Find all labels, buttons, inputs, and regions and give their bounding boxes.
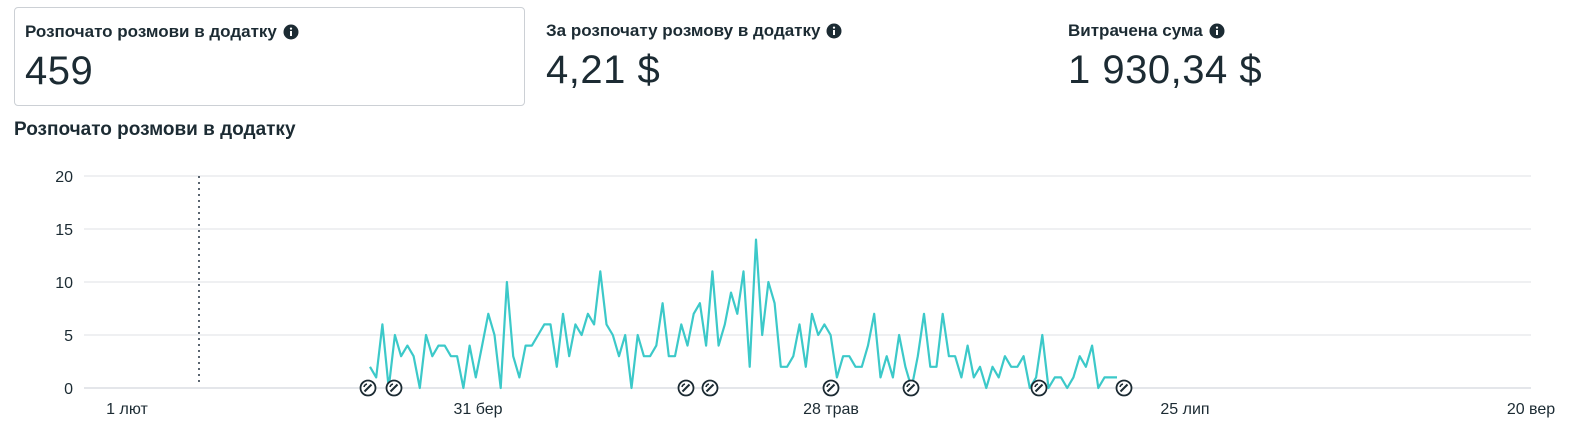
metric-value: 1 930,34 $ [1068, 48, 1263, 92]
metric-card-cost-per-conversation[interactable]: За розпочату розмову в додатку 4,21 $ [536, 7, 1047, 106]
metric-card-amount-spent[interactable]: Витрачена сума 1 930,34 $ [1058, 7, 1569, 106]
info-icon[interactable] [1209, 23, 1225, 39]
metric-label-text: Витрачена сума [1068, 21, 1203, 40]
annotation-marker-icon[interactable] [902, 379, 920, 397]
metric-card-conversations[interactable]: Розпочато розмови в додатку 459 [14, 7, 525, 106]
metric-value: 459 [25, 49, 94, 93]
y-tick-label: 15 [55, 222, 73, 239]
x-tick-label: 31 бер [453, 401, 502, 418]
x-tick-label: 20 вер [1507, 401, 1555, 418]
annotation-marker-icon[interactable] [385, 379, 403, 397]
annotation-marker-icon[interactable] [359, 379, 377, 397]
annotation-marker-icon[interactable] [1030, 379, 1048, 397]
metric-label: За розпочату розмову в додатку [546, 21, 1037, 41]
annotation-marker-icon[interactable] [677, 379, 695, 397]
x-tick-label: 25 лип [1160, 401, 1209, 418]
annotation-marker-icon[interactable] [822, 379, 840, 397]
annotation-marker-icon[interactable] [1115, 379, 1133, 397]
metric-label-text: За розпочату розмову в додатку [546, 21, 821, 40]
x-tick-label: 28 трав [803, 401, 859, 418]
y-tick-label: 5 [64, 328, 73, 345]
x-tick-label: 1 лют [106, 401, 148, 418]
metric-label-text: Розпочато розмови в додатку [25, 22, 277, 41]
annotation-marker-icon[interactable] [701, 379, 719, 397]
metric-value: 4,21 $ [546, 48, 661, 92]
y-tick-label: 0 [64, 381, 73, 398]
info-icon[interactable] [826, 23, 842, 39]
metric-label: Розпочато розмови в додатку [25, 22, 514, 42]
series-line [369, 238, 1117, 390]
metric-label: Витрачена сума [1068, 21, 1559, 41]
chart-title: Розпочато розмови в додатку [14, 119, 296, 140]
y-tick-label: 10 [55, 275, 73, 292]
info-icon[interactable] [283, 24, 299, 40]
y-tick-label: 20 [55, 169, 73, 186]
